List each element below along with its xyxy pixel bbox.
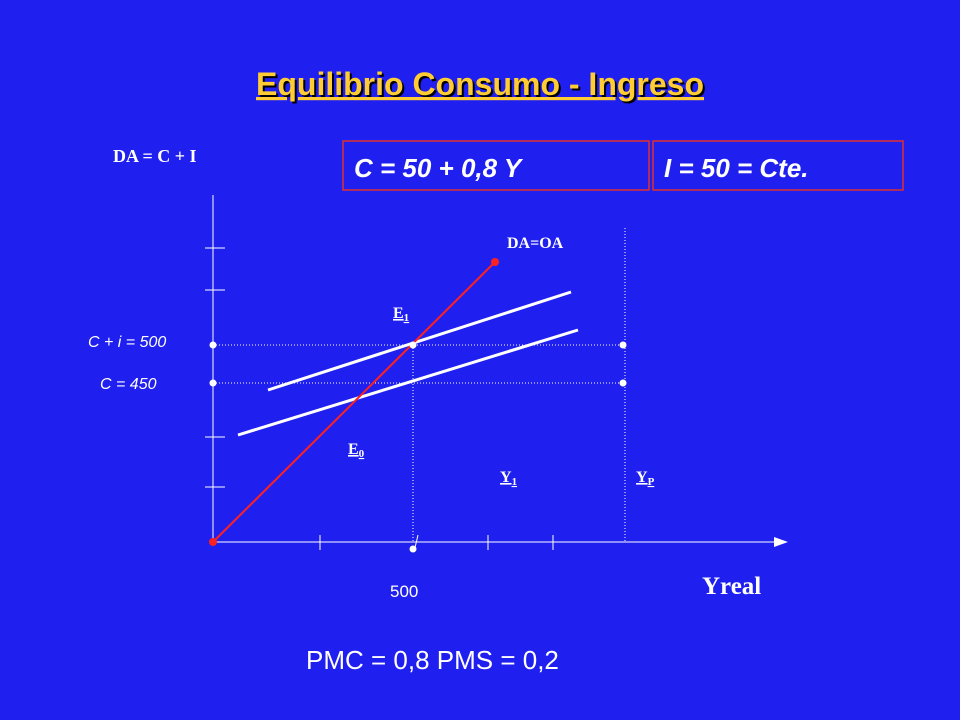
dot <box>619 341 627 349</box>
label-sub: 1 <box>404 312 410 324</box>
x-marker-label: Y1 <box>500 469 517 488</box>
title-shadow: Equilibrio Consumo - Ingreso <box>258 68 706 104</box>
x-axis-label: Yreal <box>702 573 761 600</box>
c-line <box>237 328 579 437</box>
footer: PMC = 0,8 PMS = 0,2 <box>306 645 559 675</box>
dot <box>491 258 499 266</box>
y-marker-label: C + i = 500 <box>88 334 166 351</box>
axes <box>205 195 780 553</box>
dots <box>209 341 627 553</box>
dot <box>209 379 217 387</box>
dot <box>209 341 217 349</box>
label-main: Y <box>636 469 648 486</box>
point-label: E1 <box>393 305 409 324</box>
dot <box>409 341 417 349</box>
equation-text: I = 50 = Cte. <box>664 153 809 183</box>
dot <box>619 379 627 387</box>
da-line <box>267 290 572 392</box>
point-label: E0 <box>348 441 365 460</box>
equation-text: C = 50 + 0,8 Y <box>354 153 524 183</box>
dot <box>209 538 217 546</box>
dot <box>409 545 417 553</box>
label-main: E <box>348 441 359 458</box>
equation-box <box>652 140 904 191</box>
label-main: Y <box>500 469 512 486</box>
title: Equilibrio Consumo - Ingreso <box>256 66 704 102</box>
label-sub: 1 <box>512 476 518 488</box>
x-marker-label: YP <box>636 469 655 488</box>
equation-box <box>342 140 650 191</box>
x-marker-value: 500 <box>390 582 418 601</box>
y-marker-label: C = 450 <box>100 376 157 393</box>
line-45 <box>212 261 496 543</box>
label-sub: P <box>648 476 655 488</box>
y-axis-label: DA = C + I <box>113 146 197 166</box>
label-sub: 0 <box>359 448 365 460</box>
arrow-head <box>774 537 788 547</box>
label-main: E <box>393 305 404 322</box>
line-label: DA=OA <box>507 235 564 252</box>
